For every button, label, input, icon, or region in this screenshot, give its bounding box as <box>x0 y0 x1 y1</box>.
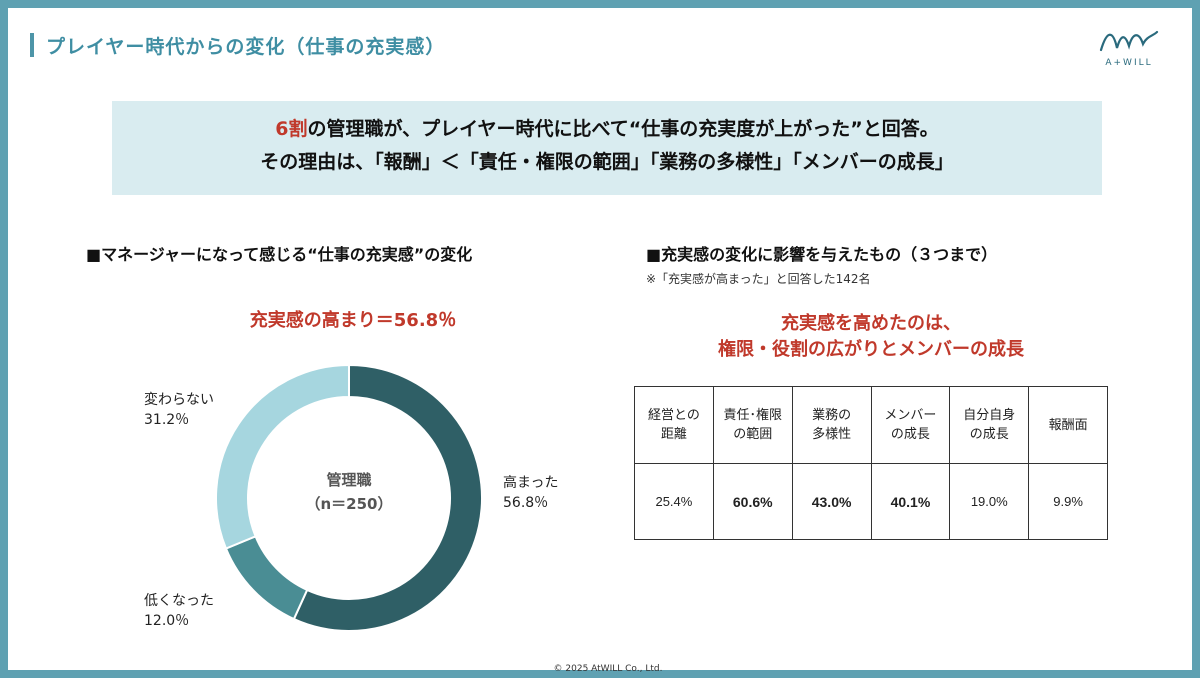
slice-label-increase-value: 56.8％ <box>503 495 549 511</box>
donut-center-label-2: （n＝250） <box>306 495 393 513</box>
headline-highlight: 6割 <box>275 118 308 140</box>
page-title: プレイヤー時代からの変化（仕事の充実感） <box>46 35 446 58</box>
right-section-heading: ■充実感の変化に影響を与えたもの（３つまで） <box>646 245 998 264</box>
factor-value: 19.0% <box>949 463 1030 540</box>
donut-slice-nochange <box>215 363 350 550</box>
logo-text: A+WILL <box>1105 58 1153 68</box>
factors-header-row: 経営との 距離 責任･権限 の範囲 業務の 多様性 メンバー の成長 自分自身 の成長 報… <box>634 386 1108 464</box>
headline-line-1: 6割の管理職が、プレイヤー時代に比べて“仕事の充実度が上がった”と回答。 <box>112 113 1102 146</box>
left-section-highlight: 充実感の高まり＝56.8％ <box>249 310 457 331</box>
factor-header: 自分自身 の成長 <box>949 386 1030 464</box>
slice-label-nochange-value: 31.2％ <box>144 412 190 428</box>
donut-slice-increase <box>292 363 483 632</box>
factor-header: 責任･権限 の範囲 <box>712 386 793 464</box>
slice-label-nochange: 変わらない 31.2％ <box>144 390 214 430</box>
headline-box: 6割の管理職が、プレイヤー時代に比べて“仕事の充実度が上がった”と回答。 その理… <box>112 101 1102 195</box>
factor-value: 60.6% <box>712 463 793 540</box>
slice-label-nochange-name: 変わらない <box>144 392 214 408</box>
company-logo: A+WILL <box>1092 26 1166 76</box>
headline-line-2: その理由は、「報酬」＜「責任・権限の範囲」「業務の多様性」「メンバーの成長」 <box>260 151 954 173</box>
factors-value-row: 25.4% 60.6% 43.0% 40.1% 19.0% 9.9% <box>634 463 1108 540</box>
slice-label-decrease: 低くなった 12.0％ <box>144 591 214 631</box>
donut-svg: 管理職 （n＝250） <box>215 363 483 632</box>
factor-value: 40.1% <box>870 463 951 540</box>
donut-slice-decrease <box>224 535 309 621</box>
slice-label-increase: 高まった 56.8％ <box>503 473 558 513</box>
right-highlight-line-1: 充実感を高めたのは、 <box>781 313 961 334</box>
factor-header: 業務の 多様性 <box>791 386 872 464</box>
factor-header: 報酬面 <box>1028 386 1108 464</box>
right-section-highlight: 充実感を高めたのは、 権限・役割の広がりとメンバーの成長 <box>634 311 1108 363</box>
factor-value: 43.0% <box>791 463 872 540</box>
logo-wave-icon <box>1099 30 1159 52</box>
factor-header: メンバー の成長 <box>870 386 951 464</box>
donut-center-label-1: 管理職 <box>326 471 371 489</box>
slice-label-decrease-value: 12.0％ <box>144 613 190 629</box>
footer-copyright: © 2025 AtWILL Co., Ltd. <box>553 664 663 674</box>
title-accent-bar <box>30 33 34 57</box>
factors-table: 経営との 距離 責任･権限 の範囲 業務の 多様性 メンバー の成長 自分自身 の成長 報… <box>634 386 1108 540</box>
factor-value: 25.4% <box>634 463 714 540</box>
slice-label-decrease-name: 低くなった <box>144 593 214 609</box>
headline-line-1-text: の管理職が、プレイヤー時代に比べて“仕事の充実度が上がった”と回答。 <box>307 118 939 140</box>
right-section-note: ※「充実感が高まった」と回答した142名 <box>646 272 871 286</box>
slice-label-increase-name: 高まった <box>503 475 559 491</box>
left-section-heading: ■マネージャーになって感じる“仕事の充実感”の変化 <box>86 245 473 264</box>
factor-header: 経営との 距離 <box>634 386 714 464</box>
right-highlight-line-2: 権限・役割の広がりとメンバーの成長 <box>718 339 1024 360</box>
title-bar: プレイヤー時代からの変化（仕事の充実感） <box>30 30 445 60</box>
factor-value: 9.9% <box>1028 463 1108 540</box>
donut-chart: 管理職 （n＝250） 高まった 56.8％ 低くなった 12.0％ 変わらない… <box>108 348 608 648</box>
